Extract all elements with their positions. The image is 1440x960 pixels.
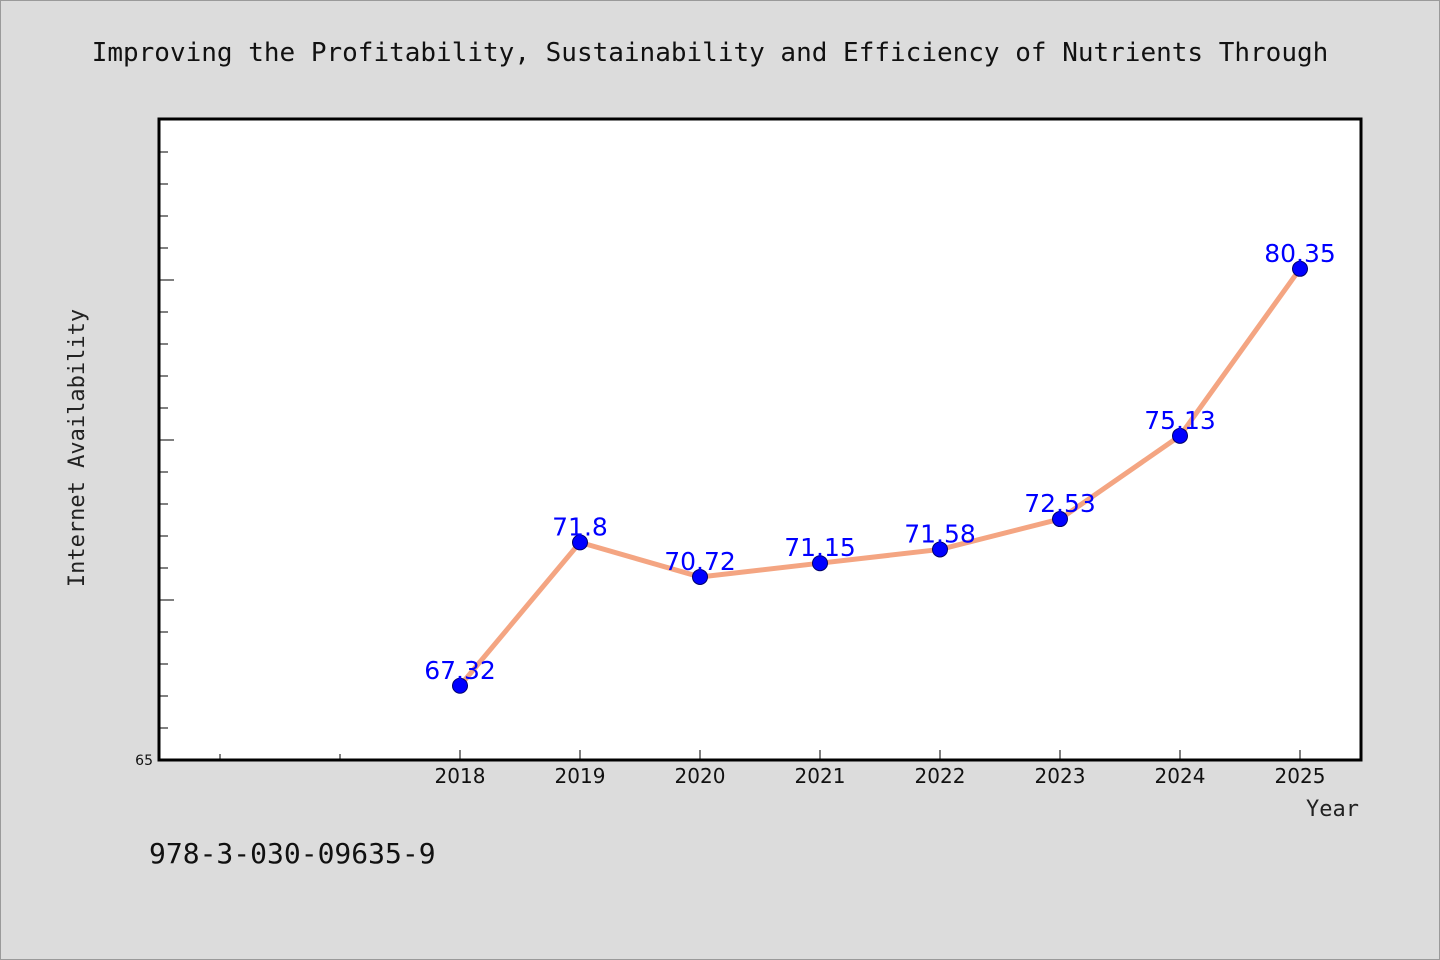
- data-point: [932, 541, 948, 558]
- data-label: 72.53: [1024, 489, 1096, 518]
- x-tick-label: 2024: [1155, 764, 1206, 788]
- x-tick-label: 2023: [1035, 764, 1086, 788]
- data-point: [1172, 427, 1188, 444]
- data-label: 80.35: [1264, 239, 1336, 268]
- data-label: 75.13: [1144, 406, 1216, 435]
- series-line: [457, 266, 1303, 689]
- x-tick-label: 2020: [675, 764, 726, 788]
- chart-title: Improving the Profitability, Sustainabil…: [92, 38, 1329, 68]
- data-label: 71.8: [552, 512, 608, 541]
- series-layer: 67.32 71.8 70.72 71.15 71.58 72.53 75.13 80.35: [424, 239, 1336, 694]
- data-point: [572, 534, 588, 551]
- x-tick-label: 2021: [795, 764, 846, 788]
- data-point: [1052, 511, 1068, 528]
- x-tick-label: 2022: [915, 764, 966, 788]
- data-label: 70.72: [664, 547, 736, 576]
- y-axis-label: Internet Availability: [65, 309, 90, 587]
- data-label: 67.32: [424, 656, 496, 685]
- x-axis-ticks: 2018 2019 2020 2021 2022 2023 2024 2025: [219, 750, 1326, 788]
- isbn-footer: 978-3-030-09635-9: [149, 837, 436, 870]
- x-tick-label: 2019: [555, 764, 606, 788]
- data-point: [1292, 260, 1308, 277]
- x-tick-label: 2025: [1275, 764, 1326, 788]
- data-label: 71.58: [904, 519, 976, 548]
- data-label: 71.15: [784, 533, 856, 562]
- data-point: [692, 568, 708, 585]
- x-axis-label: Year: [1306, 797, 1359, 822]
- x-tick-label: 2018: [435, 764, 486, 788]
- y-tick-label: 65: [135, 753, 153, 769]
- plot-area: [157, 117, 1363, 762]
- y-axis-ticks: 65: [135, 151, 174, 769]
- data-point: [452, 677, 468, 694]
- data-point: [812, 555, 828, 572]
